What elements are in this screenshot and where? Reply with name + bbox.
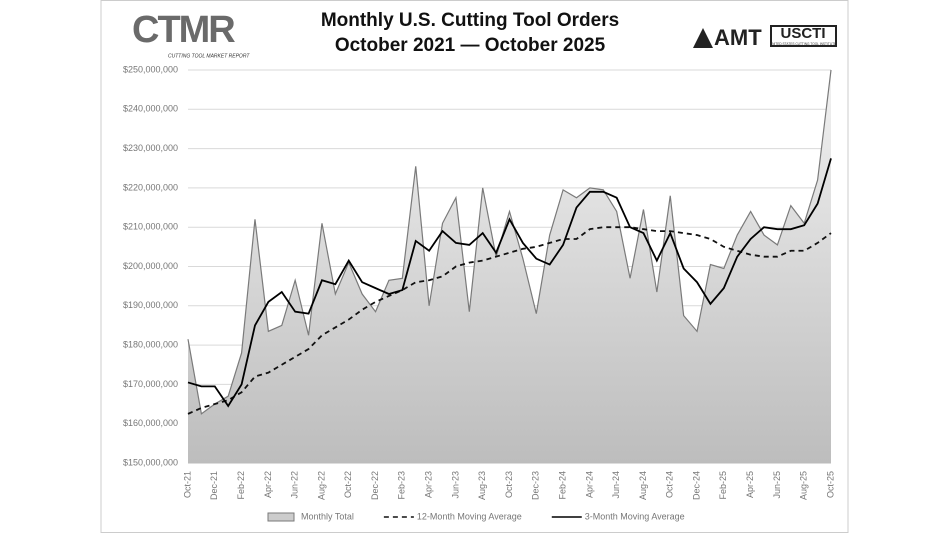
- y-tick-label: $250,000,000: [123, 64, 178, 74]
- y-tick-label: $150,000,000: [123, 457, 178, 467]
- area-fill: [188, 70, 831, 463]
- x-tick-label: Aug-22: [316, 471, 326, 500]
- area-line: [187, 69, 832, 415]
- y-tick-label: $240,000,000: [123, 104, 178, 114]
- x-tick-label: Jun-24: [611, 471, 621, 499]
- x-tick-label: Apr-22: [263, 471, 273, 498]
- x-tick-label: Dec-22: [370, 471, 380, 500]
- legend-label: 12-Month Moving Average: [417, 511, 522, 521]
- x-tick-label: Feb-24: [557, 471, 567, 500]
- logo-ctmr-caption: CUTTING TOOL MARKET REPORT: [168, 53, 250, 59]
- y-tick-label: $210,000,000: [123, 222, 178, 232]
- logo-uscti: USCTI: [781, 25, 826, 42]
- logo-uscti-caption: UNITED STATES CUTTING TOOL INSTITUTE: [770, 42, 836, 46]
- y-tick-label: $220,000,000: [123, 182, 178, 192]
- x-tick-label: Jun-23: [450, 471, 460, 499]
- x-tick-label: Apr-24: [584, 471, 594, 498]
- y-tick-label: $160,000,000: [123, 418, 178, 428]
- x-tick-label: Dec-23: [531, 471, 541, 500]
- legend-swatch: [267, 512, 295, 522]
- y-tick-label: $200,000,000: [123, 261, 178, 271]
- chart-title: Monthly U.S. Cutting Tool Orders: [321, 10, 619, 31]
- y-tick-label: $230,000,000: [123, 143, 178, 153]
- legend: Monthly Total 12-Month Moving Average 3-Mo…: [267, 511, 685, 522]
- x-tick-label: Oct-22: [343, 471, 353, 498]
- x-tick-label: Oct-24: [665, 471, 675, 498]
- x-tick-label: Apr-23: [424, 471, 434, 498]
- x-tick-label: Aug-24: [638, 471, 648, 500]
- amt-icon: [693, 28, 713, 48]
- x-tick-label: Dec-21: [209, 471, 219, 500]
- x-tick-label: Oct-21: [182, 471, 192, 498]
- legend-label: Monthly Total: [301, 511, 354, 521]
- x-tick-label: Jun-25: [772, 471, 782, 499]
- line: [187, 158, 832, 408]
- x-tick-label: Feb-22: [236, 471, 246, 500]
- logo-amt: AMT: [714, 25, 762, 50]
- chart-subtitle: October 2021 — October 2025: [335, 35, 606, 56]
- x-tick-label: Feb-23: [397, 471, 407, 500]
- line: [187, 226, 832, 415]
- x-tick-label: Dec-24: [691, 471, 701, 500]
- x-tick-label: Feb-25: [718, 471, 728, 500]
- x-tick-label: Apr-25: [745, 471, 755, 498]
- y-tick-label: $180,000,000: [123, 339, 178, 349]
- x-tick-label: Oct-25: [825, 471, 835, 498]
- y-tick-label: $170,000,000: [123, 379, 178, 389]
- x-tick-label: Aug-25: [799, 471, 809, 500]
- legend-label: 3-Month Moving Average: [585, 511, 685, 521]
- x-tick-label: Jun-22: [290, 471, 300, 499]
- logo-ctmr: CTMR: [132, 9, 235, 51]
- x-tick-label: Oct-23: [504, 471, 514, 498]
- y-tick-label: $190,000,000: [123, 300, 178, 310]
- uscti-box: [770, 25, 837, 47]
- x-tick-label: Aug-23: [477, 471, 487, 500]
